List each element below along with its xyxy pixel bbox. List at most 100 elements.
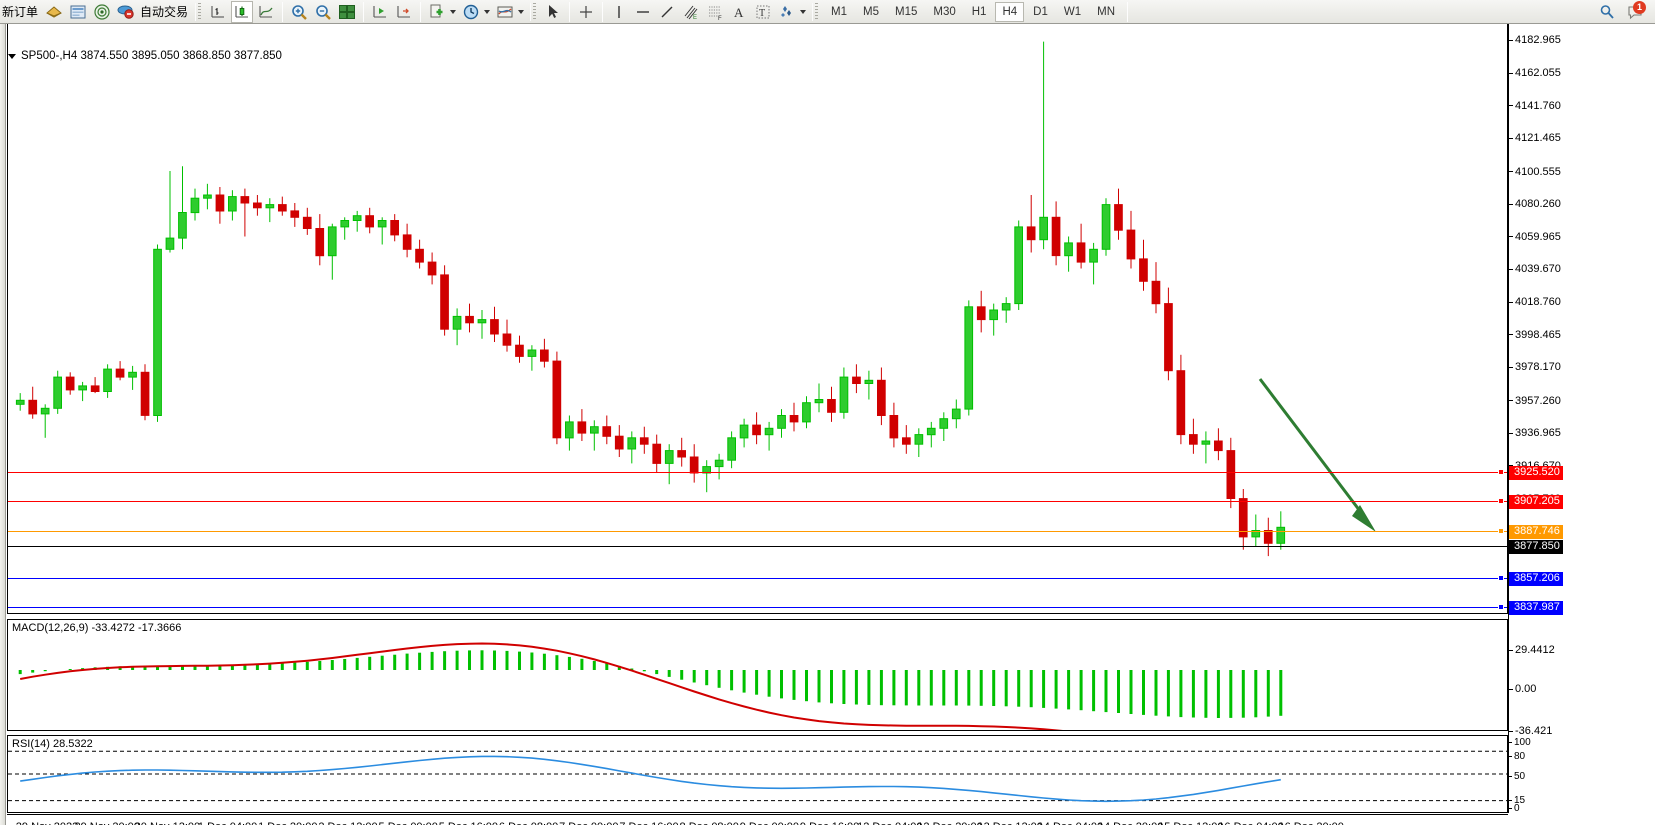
timeframe-group: M1 M5 M15 M30 H1 H4 D1 W1 MN <box>823 1 1123 22</box>
indicators-icon[interactable] <box>494 1 516 23</box>
rsi-title: RSI(14) 28.5322 <box>12 738 93 750</box>
timeframe-h1[interactable]: H1 <box>971 5 987 18</box>
price-line-handle-resistance-2[interactable] <box>1498 498 1504 504</box>
timeframe-w1[interactable]: W1 <box>1063 5 1082 18</box>
candlestick-series <box>15 41 1286 557</box>
price-axis-label-support-2[interactable]: 3837.987 <box>1509 601 1563 615</box>
new-order-label[interactable]: 新订单 <box>2 5 39 19</box>
data-window-icon[interactable] <box>67 1 89 23</box>
chart-shift-icon[interactable] <box>369 1 391 23</box>
timeframe-m5[interactable]: M5 <box>863 5 879 18</box>
time-axis-label: 12 Dec 04:00 <box>857 821 922 825</box>
price-axis-tick: 4080.260 <box>1509 199 1561 210</box>
tile-windows-icon[interactable] <box>336 1 358 23</box>
zoom-out-icon[interactable] <box>312 1 334 23</box>
trend-arrow-annotation[interactable] <box>8 24 1507 612</box>
rsi-axis-tick: 50 <box>1509 771 1525 782</box>
timeframe-m30[interactable]: M30 <box>933 5 956 18</box>
toolbar-separator-6 <box>1127 1 1128 22</box>
fibonacci-icon[interactable]: F <box>704 1 726 23</box>
timeframe-d1[interactable]: D1 <box>1033 5 1048 18</box>
objects-icon[interactable] <box>776 1 798 23</box>
timeframe-h4[interactable]: H4 <box>995 1 1025 22</box>
chart-area[interactable]: SP500-,H4 3874.550 3895.050 3868.850 387… <box>0 24 1655 825</box>
price-axis[interactable]: 4182.965 4162.055 4141.760 4121.465 4100.555… <box>1508 24 1655 814</box>
cursor-icon[interactable] <box>542 1 564 23</box>
time-axis-label: 1 Dec 04:00 <box>198 821 257 825</box>
signals-icon[interactable] <box>91 1 113 23</box>
zoom-in-icon[interactable] <box>288 1 310 23</box>
price-line-handle-entry-line[interactable] <box>1498 528 1504 534</box>
chart-collapse-caret[interactable] <box>8 53 16 59</box>
price-axis-label-last-price[interactable]: 3877.850 <box>1509 540 1563 554</box>
period-icon[interactable] <box>460 1 482 23</box>
price-line-handle-resistance-1[interactable] <box>1498 469 1504 475</box>
time-axis-label: 29 Nov 20:00 <box>74 821 139 825</box>
period-dropdown-arrow[interactable] <box>484 9 491 14</box>
macd-title: MACD(12,26,9) -33.4272 -17.3666 <box>12 622 182 634</box>
time-axis-label: 1 Dec 20:00 <box>258 821 317 825</box>
expert-advisor-icon[interactable] <box>43 1 65 23</box>
templates-dropdown-arrow[interactable] <box>450 9 457 14</box>
indicators-dropdown-arrow[interactable] <box>518 9 525 14</box>
price-line-support-1[interactable] <box>8 578 1507 579</box>
timeframe-mn[interactable]: MN <box>1097 5 1115 18</box>
text-label-icon[interactable]: T <box>752 1 774 23</box>
price-line-handle-support-1[interactable] <box>1498 575 1504 581</box>
price-axis-label-resistance-2[interactable]: 3907.205 <box>1509 495 1563 509</box>
svg-text:E: E <box>693 15 697 21</box>
time-axis-label: 12 Dec 20:00 <box>917 821 982 825</box>
objects-dropdown-arrow[interactable] <box>800 9 807 14</box>
rsi-tick-label: 50 <box>1514 771 1526 782</box>
main-toolbar: 新订单 <box>0 0 1655 24</box>
templates-icon[interactable] <box>426 1 448 23</box>
price-axis-tick: 4141.760 <box>1509 99 1561 112</box>
toolbar-grip-1[interactable] <box>195 2 203 21</box>
price-line-handle-support-2[interactable] <box>1498 604 1504 610</box>
price-axis-label-support-1[interactable]: 3857.206 <box>1509 572 1563 586</box>
rsi-pane[interactable]: RSI(14) 28.5322 <box>7 735 1508 813</box>
macd-pane[interactable]: MACD(12,26,9) -33.4272 -17.3666 <box>7 619 1508 731</box>
autotrading-label[interactable]: 自动交易 <box>140 5 189 19</box>
trendline-icon[interactable] <box>656 1 678 23</box>
text-icon[interactable]: A <box>728 1 750 23</box>
price-axis-tick: 4182.965 <box>1509 35 1561 46</box>
macd-axis-tick: 0.00 <box>1509 684 1536 695</box>
price-axis-label-resistance-1[interactable]: 3925.520 <box>1509 466 1563 480</box>
equidistant-channel-icon[interactable]: E <box>680 1 702 23</box>
macd-axis-tick: 29.4412 <box>1509 645 1555 656</box>
macd-series <box>18 642 1283 730</box>
time-axis-label: 8 Dec 08:00 <box>680 821 739 825</box>
toolbar-grip-2[interactable] <box>530 2 538 21</box>
macd-tick-label: 0.00 <box>1515 683 1537 695</box>
price-line-last-price[interactable] <box>8 546 1507 547</box>
search-icon[interactable] <box>1596 1 1618 23</box>
rsi-tick-label: 0 <box>1514 803 1520 814</box>
price-line-entry-line[interactable] <box>8 531 1507 532</box>
vertical-line-icon[interactable] <box>608 1 630 23</box>
rsi-tick-label: 15 <box>1514 795 1526 806</box>
time-axis[interactable]: 29 Nov 202229 Nov 20:0030 Nov 12:001 Dec… <box>7 814 1508 825</box>
horizontal-line-icon[interactable] <box>632 1 654 23</box>
timeframe-m15[interactable]: M15 <box>895 5 918 18</box>
toolbar-grip-3[interactable] <box>812 2 820 21</box>
timeframe-m1[interactable]: M1 <box>831 5 848 18</box>
price-line-resistance-2[interactable] <box>8 501 1507 502</box>
notification-bell-icon[interactable]: 1 <box>1625 0 1647 23</box>
price-axis-label-entry-line[interactable]: 3887.746 <box>1509 525 1563 539</box>
price-pane[interactable] <box>7 24 1508 614</box>
price-axis-tick: 3998.465 <box>1509 329 1561 341</box>
chart-symbol-header[interactable]: SP500-,H4 3874.550 3895.050 3868.850 387… <box>8 50 282 62</box>
rsi-axis-tick: 15 <box>1509 795 1525 806</box>
bar-chart-icon[interactable] <box>207 1 229 23</box>
price-tick-label: 3957.260 <box>1515 394 1561 407</box>
candlestick-chart-icon[interactable] <box>231 0 254 23</box>
line-chart-icon[interactable] <box>255 1 277 23</box>
price-line-support-2[interactable] <box>8 607 1507 608</box>
price-line-resistance-1[interactable] <box>8 472 1507 473</box>
price-tick-label: 4141.760 <box>1515 99 1561 112</box>
crosshair-icon[interactable] <box>575 1 597 23</box>
autotrading-icon[interactable] <box>115 1 137 23</box>
time-axis-label: 7 Dec 00:00 <box>559 821 618 825</box>
auto-scroll-icon[interactable] <box>393 1 415 23</box>
